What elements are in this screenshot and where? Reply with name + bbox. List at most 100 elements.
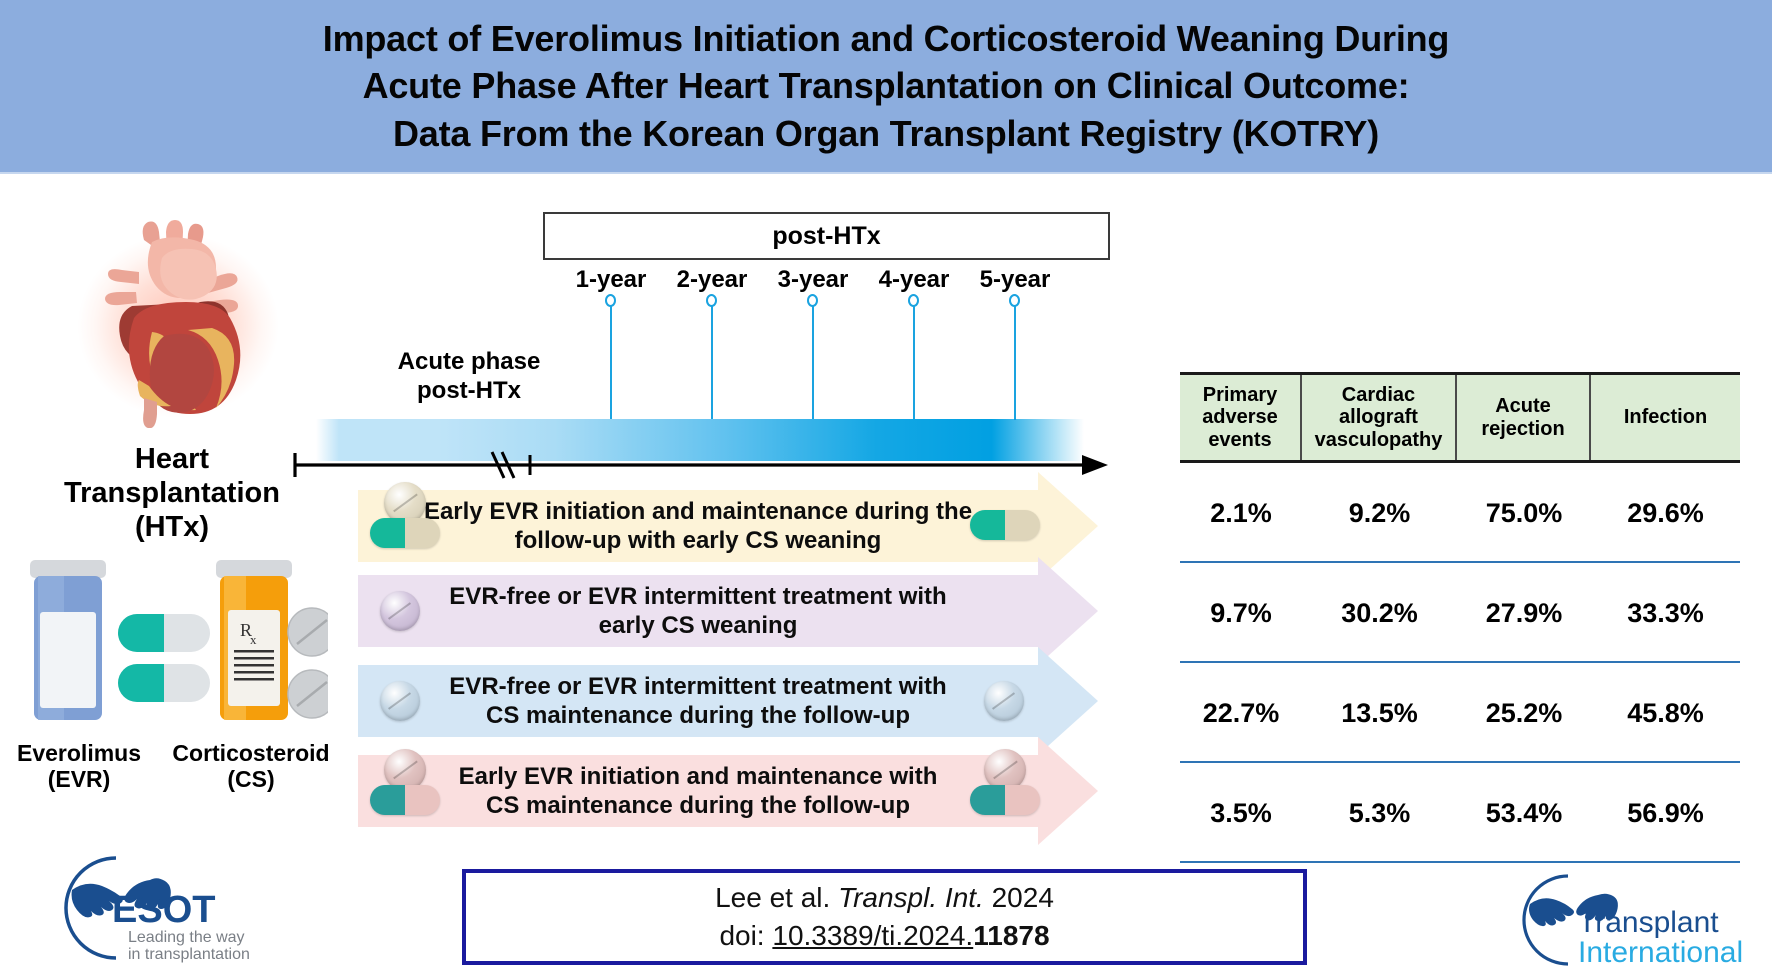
th2-l2: allograft [1339,406,1418,429]
cell-r2-c3: 27.9% [1485,597,1563,628]
tablet-beige-icon [384,482,426,524]
htx-label-line-3: (HTx) [134,511,210,544]
th1-l1: Primary [1202,383,1278,406]
year-marker-stem-5 [1014,305,1016,420]
table-header-primary-adverse-events: Primary adverse events [1180,375,1302,460]
htx-label-line-1: Heart [134,443,210,475]
cell-r2-c4: 33.3% [1627,597,1704,628]
drug-name-corticosteroid: Corticosteroid [172,740,330,766]
capsule-teal-beige-icon [370,518,440,548]
citation-year: 2024 [983,882,1054,913]
htx-label-line-2: Transplantation [64,477,280,510]
group-3-line-1: EVR-free or EVR intermittent treatment w… [449,672,947,700]
doi-link[interactable]: 10.3389/ti.2024. [772,920,974,951]
svg-text:R: R [240,620,252,640]
year-label-1: 1-year [575,266,647,293]
svg-text:x: x [250,632,257,647]
drug-legend: Everolimus (EVR) Corticosteroid (CS) [0,740,330,792]
capsule-teal-pink-icon-right [970,785,1040,815]
group-row-1: Early EVR initiation and maintenance dur… [358,472,1098,580]
esot-hands-icon [71,878,171,918]
year-marker-stem-2 [711,305,713,420]
th1-l3: events [1208,428,1272,451]
capsule-teal-beige-icon-right [970,510,1040,540]
title-banner: Impact of Everolimus Initiation and Cort… [0,0,1772,174]
group-2-text: EVR-free or EVR intermittent treatment w… [378,582,1018,641]
cell-r1-c1: 2.1% [1210,497,1272,528]
esot-tagline-line-2: in transplantation [128,946,250,963]
cell-r4-c2: 5.3% [1348,797,1411,828]
year-label-3: 3-year [777,266,849,293]
group-row-3: EVR-free or EVR intermittent treatment w… [358,647,1098,755]
tablet-blue-icon [380,681,420,721]
cell-r1-c3: 75.0% [1485,497,1563,528]
group-3-line-2: CS maintenance during the follow-up [485,702,910,729]
acute-phase-label: Acute phase post-HTx [374,348,564,406]
corticosteroid-bottle-icon: R x [216,560,292,720]
cell-r3-c4: 45.8% [1627,697,1704,728]
drug-abbrev-everolimus: (EVR) [47,766,111,793]
table-row: 3.5% 5.3% 53.4% 56.9% [1180,763,1740,863]
table-row: 22.7% 13.5% 25.2% 45.8% [1180,663,1740,763]
outcomes-table: Primary adverse events Cardiac allograft… [1180,372,1740,863]
cell-r4-c3: 53.4% [1485,797,1563,828]
doi-prefix: doi: [719,920,773,951]
group-4-line-1: Early EVR initiation and maintenance wit… [458,762,938,790]
group-1-text: Early EVR initiation and maintenance dur… [378,497,1018,556]
tablet-pink-icon-right [984,749,1026,791]
drug-name-everolimus: Everolimus [17,740,141,766]
cell-r3-c3: 25.2% [1485,697,1563,728]
th2-l1: Cardiac [1341,383,1416,406]
th4-l1: Infection [1623,406,1708,429]
esot-logo: ESOT Leading the way in transplantation [46,852,266,964]
year-label-5: 5-year [979,266,1051,293]
th2-l3: vasculopathy [1314,428,1443,451]
esot-logo-name: ESOT [112,889,215,931]
post-htx-box: post-HTx [543,212,1110,260]
drug-label-everolimus: Everolimus (EVR) [0,740,158,792]
citation-reference: Lee et al. Transpl. Int. 2024 [715,882,1054,914]
anatomical-heart-icon [105,220,241,428]
acute-phase-line-1: Acute phase [397,348,541,375]
group-2-line-2: early CS weaning [598,612,798,639]
transplant-international-hands-icon [1529,893,1618,927]
drug-label-corticosteroid: Corticosteroid (CS) [172,740,330,792]
group-row-2: EVR-free or EVR intermittent treatment w… [358,557,1098,665]
corticosteroid-tablet-icon [287,607,337,719]
tablet-lavender-icon [380,591,420,631]
ti-logo-line-2: International [1578,936,1743,968]
table-header-acute-rejection: Acute rejection [1457,375,1591,460]
ti-logo-line-1: Transplant [1578,906,1719,939]
title-line-3: Data From the Korean Organ Transplant Re… [392,112,1380,154]
title-line-2: Acute Phase After Heart Transplantation … [362,65,1410,107]
transplant-international-logo: Transplant International [1510,872,1760,969]
citation-authors: Lee et al. [715,882,839,913]
group-4-text: Early EVR initiation and maintenance wit… [378,762,1018,821]
title-line-1: Impact of Everolimus Initiation and Cort… [322,17,1450,59]
citation-box: Lee et al. Transpl. Int. 2024 doi: 10.33… [462,869,1307,965]
year-marker-stem-4 [913,305,915,420]
cell-r2-c1: 9.7% [1210,597,1272,628]
heart-transplantation-label: Heart Transplantation (HTx) [12,442,332,545]
citation-journal: Transpl. Int. [838,882,984,913]
table-row: 9.7% 30.2% 27.9% 33.3% [1180,563,1740,663]
citation-doi[interactable]: doi: 10.3389/ti.2024.11878 [719,920,1049,952]
year-marker-stem-3 [812,305,814,420]
cell-r2-c2: 30.2% [1341,597,1418,628]
cell-r1-c2: 9.2% [1348,497,1411,528]
drug-abbrev-corticosteroid: (CS) [227,766,275,793]
post-htx-label: post-HTx [772,221,881,250]
group-1-line-1: Early EVR initiation and maintenance dur… [423,497,973,525]
cell-r3-c1: 22.7% [1202,697,1280,728]
group-1-line-2: follow-up with early CS weaning [514,527,882,554]
tablet-blue-icon-right [984,681,1024,721]
table-row: 2.1% 9.2% 75.0% 29.6% [1180,463,1740,563]
capsule-teal-pink-icon [370,785,440,815]
medication-illustration: R x [18,552,337,732]
th1-l2: adverse [1202,406,1278,429]
esot-tagline-line-1: Leading the way [128,929,245,946]
heart-illustration [42,196,304,446]
table-header-row: Primary adverse events Cardiac allograft… [1180,372,1740,460]
group-3-text: EVR-free or EVR intermittent treatment w… [378,672,1018,731]
year-label-4: 4-year [878,266,950,293]
